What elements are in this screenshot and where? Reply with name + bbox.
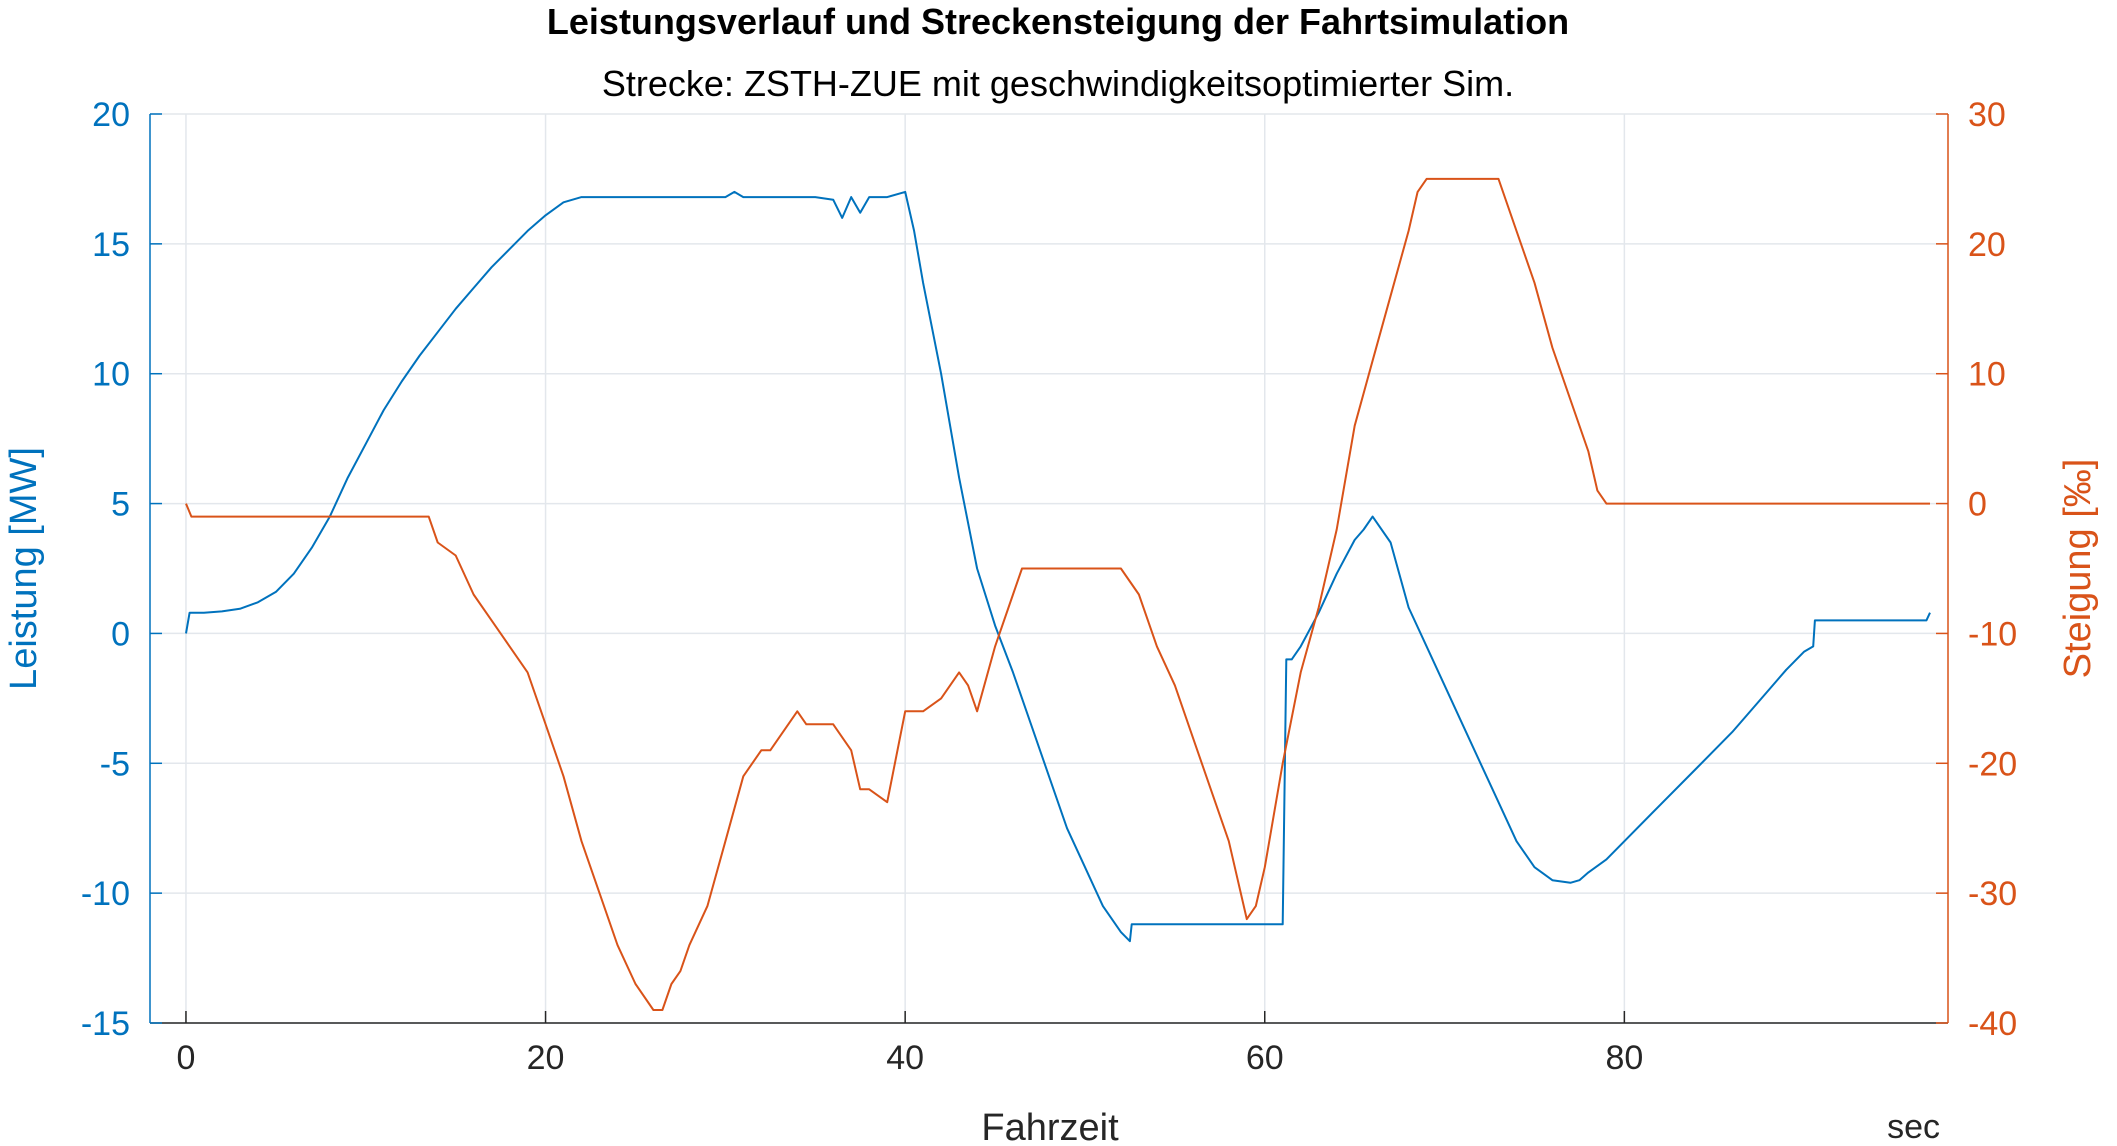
series-line-leistung xyxy=(185,190,1931,943)
y-left-tick-label: 15 xyxy=(92,226,130,264)
y-left-tick-label: -5 xyxy=(100,745,130,783)
y-right-tick-label: -10 xyxy=(1968,615,2017,653)
y-right-tick-label: 20 xyxy=(1968,226,2006,264)
y-left-tick-label: 10 xyxy=(92,356,130,394)
y-axis-left-label: Leistung [MW] xyxy=(3,447,45,690)
y-right-tick-label: 0 xyxy=(1968,486,1987,524)
x-axis-label: Fahrzeit xyxy=(981,1107,1119,1146)
x-tick-label: 40 xyxy=(886,1039,924,1077)
y-right-tick-label: 30 xyxy=(1968,96,2006,134)
y-left-tick-label: -10 xyxy=(81,875,130,913)
y-left-tick-label: 5 xyxy=(111,486,130,524)
tick-labels: 0 20 40 60 80 -15 -10 -5 0 5 10 15 20 -40 -30 -20 -10 0 10… xyxy=(81,96,2017,1077)
x-tick-label: 80 xyxy=(1605,1039,1643,1077)
y-axis-right-label: Steigung [‰] xyxy=(2057,459,2099,679)
y-right-tick-label: -20 xyxy=(1968,745,2017,783)
x-tick-label: 20 xyxy=(527,1039,565,1077)
chart-subtitle: Strecke: ZSTH-ZUE mit geschwindigkeitsop… xyxy=(602,63,1514,104)
axes xyxy=(149,113,1949,1024)
x-tick-label: 60 xyxy=(1246,1039,1284,1077)
series-group xyxy=(185,177,1931,1011)
x-axis-unit: sec xyxy=(1887,1108,1940,1146)
y-right-tick-label: -40 xyxy=(1968,1005,2017,1043)
y-left-tick-label: 20 xyxy=(92,96,130,134)
series-line-steigung xyxy=(185,177,1930,1011)
y-left-tick-label: 0 xyxy=(111,615,130,653)
y-right-tick-label: 10 xyxy=(1968,356,2006,394)
y-right-tick-label: -30 xyxy=(1968,875,2017,913)
x-tick-label: 0 xyxy=(176,1039,195,1077)
chart-title: Leistungsverlauf und Streckensteigung de… xyxy=(547,1,1569,42)
y-left-tick-label: -15 xyxy=(81,1005,130,1043)
